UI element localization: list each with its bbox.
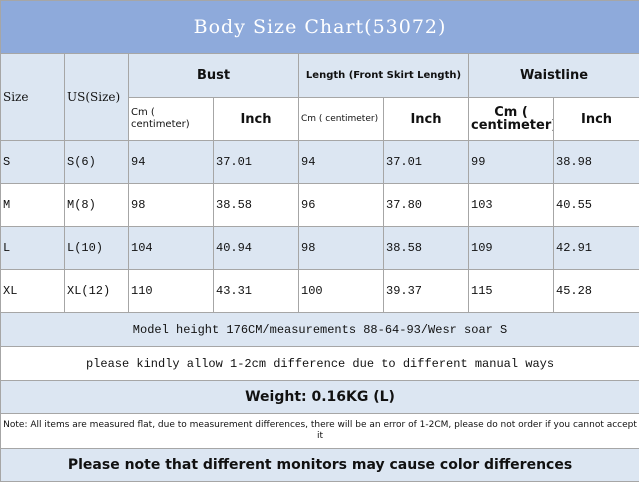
- unit-header: Cm ( centimeter): [129, 98, 214, 141]
- cell: L: [1, 227, 65, 270]
- cell: 37.01: [214, 141, 299, 184]
- cell: 115: [469, 270, 554, 313]
- note: Please note that different monitors may …: [1, 449, 639, 482]
- cell: S(6): [65, 141, 129, 184]
- cell: 38.58: [214, 184, 299, 227]
- note: Weight: 0.16KG (L): [1, 381, 639, 414]
- note-row: Model height 176CM/measurements 88-64-93…: [1, 313, 639, 347]
- note-row: Please note that different monitors may …: [1, 449, 639, 482]
- cell: XL: [1, 270, 65, 313]
- cell: 43.31: [214, 270, 299, 313]
- us-size-header: US(Size): [65, 54, 129, 141]
- cell: 40.55: [554, 184, 639, 227]
- cell: 96: [299, 184, 384, 227]
- cell: 104: [129, 227, 214, 270]
- cell: 45.28: [554, 270, 639, 313]
- note: Note: All items are measured flat, due t…: [1, 414, 639, 449]
- cell: M(8): [65, 184, 129, 227]
- cell: XL(12): [65, 270, 129, 313]
- group-header: Waistline: [469, 54, 639, 98]
- cell: 42.91: [554, 227, 639, 270]
- cell: 110: [129, 270, 214, 313]
- cell: 37.01: [384, 141, 469, 184]
- cell: S: [1, 141, 65, 184]
- group-header: Length (Front Skirt Length): [299, 54, 469, 98]
- cell: 99: [469, 141, 554, 184]
- cell: 109: [469, 227, 554, 270]
- unit-header: Inch: [214, 98, 299, 141]
- note-row: Weight: 0.16KG (L): [1, 381, 639, 414]
- cell: 40.94: [214, 227, 299, 270]
- group-header: Bust: [129, 54, 299, 98]
- cell: 100: [299, 270, 384, 313]
- size-header: Size: [1, 54, 65, 141]
- cell: 94: [129, 141, 214, 184]
- cell: M: [1, 184, 65, 227]
- note-row: Note: All items are measured flat, due t…: [1, 414, 639, 449]
- cell: 38.98: [554, 141, 639, 184]
- unit-header: Inch: [384, 98, 469, 141]
- unit-header: Cm ( centimeter): [469, 98, 554, 141]
- cell: 37.80: [384, 184, 469, 227]
- cell: 103: [469, 184, 554, 227]
- cell: 94: [299, 141, 384, 184]
- note: Model height 176CM/measurements 88-64-93…: [1, 313, 639, 347]
- unit-header: Inch: [554, 98, 639, 141]
- title: Body Size Chart(53072): [1, 1, 639, 54]
- unit-header: Cm ( centimeter): [299, 98, 384, 141]
- cell: 98: [129, 184, 214, 227]
- cell: 38.58: [384, 227, 469, 270]
- note: please kindly allow 1-2cm difference due…: [1, 347, 639, 381]
- note-row: please kindly allow 1-2cm difference due…: [1, 347, 639, 381]
- cell: 39.37: [384, 270, 469, 313]
- cell: L(10): [65, 227, 129, 270]
- cell: 98: [299, 227, 384, 270]
